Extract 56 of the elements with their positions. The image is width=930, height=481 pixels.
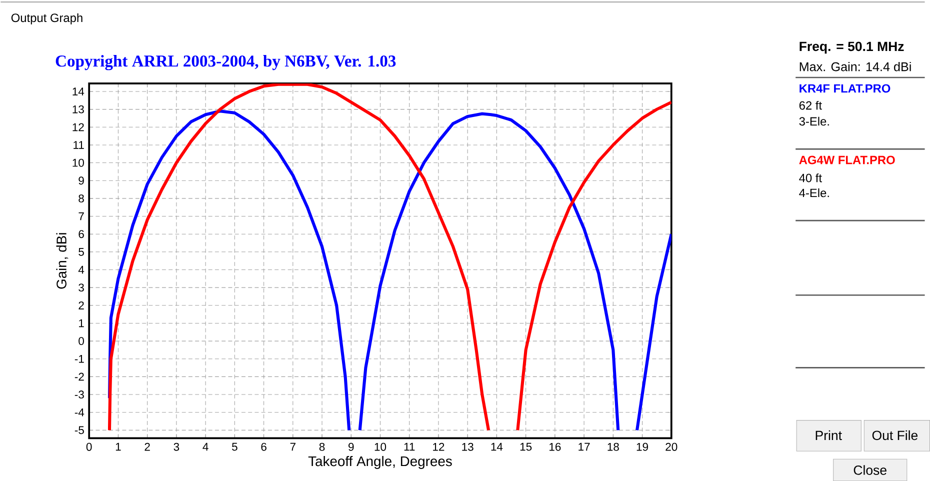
text: 3-Ele. [799,116,829,126]
y-axis-title: Gain, dBi [56,233,68,289]
y-tick-label: 4 [78,266,84,274]
x-tick-label: 5 [232,442,238,451]
y-tick-label: 13 [72,105,84,114]
text: Freq. = 50.1 MHz [800,42,904,54]
x-tick-label: 0 [86,442,92,451]
x-tick-label: 11 [404,442,415,451]
text: 4-Ele. [799,188,829,198]
text: KR4F FLAT.PRO [800,84,890,93]
x-tick-label: 3 [174,442,180,451]
x-tick-label: 18 [608,442,619,451]
y-tick-label: -4 [74,408,84,416]
y-tick-label: -2 [74,372,84,381]
x-tick-label: 2 [144,442,150,451]
chart-title: Copyright ARRL 2003-2004, by N6BV, Ver. 1.03 [56,54,396,70]
text: Max. Gain: 14.4 dBi [800,62,911,72]
text: 62 ft [799,100,822,110]
y-tick-label: 7 [78,212,84,220]
y-tick-label: 9 [78,176,84,185]
y-tick-label: -3 [74,390,84,398]
x-tick-label: 10 [374,442,386,451]
text: Print [816,430,842,440]
text: Out File [872,430,918,440]
y-tick-label: 2 [78,301,84,310]
x-tick-label: 9 [348,442,354,451]
y-tick-label: 3 [78,284,84,292]
x-tick-label: 7 [290,442,296,451]
y-tick-label: 1 [79,319,84,328]
text: AG4W FLAT.PRO [799,156,895,164]
text: Close [854,465,886,475]
y-tick-label: 0 [78,336,84,345]
y-tick-label: 12 [72,123,84,131]
x-axis-title: Takeoff Angle, Degrees [308,456,452,469]
x-tick-label: 1 [116,442,121,451]
x-tick-label: 6 [261,442,266,451]
x-tick-label: 17 [578,442,590,451]
text: Output Graph [11,13,82,24]
x-tick-label: 14 [491,442,503,451]
y-tick-label: 6 [78,230,84,238]
x-tick-label: 8 [319,442,325,451]
y-tick-label: 10 [72,158,84,167]
y-tick-label: 5 [78,248,84,256]
x-tick-label: 20 [666,442,678,451]
y-tick-label: 14 [72,88,84,96]
y-tick-label: 11 [74,140,84,149]
x-tick-label: 12 [433,442,444,451]
x-tick-label: 15 [520,442,532,451]
x-tick-label: 13 [462,442,474,451]
y-tick-label: 8 [78,194,84,202]
y-tick-label: -5 [74,426,84,434]
text: 40 ft [799,173,822,182]
x-tick-label: 16 [550,442,561,451]
x-tick-label: 19 [636,442,648,451]
x-tick-label: 4 [202,442,208,451]
y-tick-label: -1 [74,354,84,363]
